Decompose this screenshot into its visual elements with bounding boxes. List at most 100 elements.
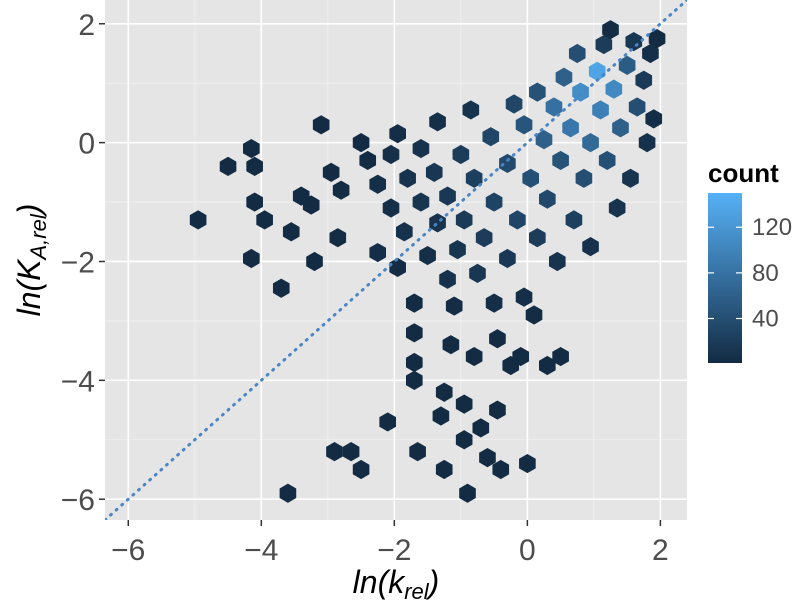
hexbin [605,79,623,99]
hexbin [306,251,323,272]
hexbin [469,263,486,283]
hexbin [485,192,503,212]
hexbin [512,346,530,367]
x-tick-label: −2 [377,534,411,567]
x-tick-label: −4 [244,534,278,567]
hexbin [539,355,556,376]
hexbin [455,210,473,230]
hexbin-layer [189,20,666,503]
hexbin [548,251,566,272]
x-tick-label: 2 [652,534,669,567]
hexbin [435,459,453,480]
hexbin [429,213,446,233]
hexbin [389,124,406,144]
hexbin [246,156,263,176]
hexbin [465,168,483,188]
hexbin [575,168,593,188]
hexbin [489,329,506,349]
hexbin [439,186,456,206]
hexbin [322,162,340,182]
hexbin [529,228,546,248]
hexbin [515,115,533,135]
y-tick-label: 2 [78,9,95,42]
hexbin [479,448,496,468]
hexbin [595,34,613,55]
hexbin [412,138,430,159]
x-tick-label: 0 [519,534,536,567]
hexbin [582,133,599,153]
hexbin [429,112,446,132]
hexbin [219,156,237,176]
hexbin [329,228,347,248]
hexbin [475,228,493,248]
hexbin [435,382,453,402]
hexbin [648,29,666,49]
hexbin [618,55,636,75]
hexbin [342,442,360,462]
hexbin [499,153,516,174]
hexbin [608,198,626,218]
hexbin [602,20,619,40]
hexbin [499,248,516,269]
hexbin [189,210,207,230]
hexbin [565,210,583,230]
hexbin [582,237,599,257]
hexbin [312,115,330,135]
hexbin [282,222,300,242]
x-tick-label: −6 [111,534,145,567]
hexbin [525,305,543,325]
hexbin [379,412,396,432]
hexbin [369,174,387,194]
hexbin [552,150,569,171]
legend-colorbar [708,193,742,363]
hexbin [628,97,646,117]
hexbin [612,118,629,138]
hexbin [572,82,589,102]
reference-line [105,0,687,520]
legend-tick-label: 40 [752,306,779,333]
hexbin [332,180,350,200]
y-tick-label: −4 [61,365,95,398]
hexbin [505,94,523,114]
y-axis-ticks: −6 −4 −2 0 2 [61,9,105,517]
hexbin [405,323,423,343]
hexbin [243,138,260,159]
hexbin [243,248,260,269]
hexbin [409,442,426,462]
legend: count 40 80 120 [708,158,792,363]
hexbin [405,293,423,313]
hexbin [405,370,423,390]
hexbin [442,335,460,355]
hexbin [462,100,480,120]
hexbin [405,352,423,373]
x-axis-ticks: −6 −4 −2 0 2 [111,520,669,567]
hexbin [449,240,466,260]
hexbin [568,43,586,64]
hexbin [465,346,483,367]
y-tick-label: 0 [78,128,95,161]
hexbin [425,162,443,182]
hexbin [482,127,500,147]
hexbin [382,144,400,165]
hexbin [485,293,503,313]
hexbin [545,97,563,117]
hexbin [369,242,387,263]
hexbin [352,459,370,480]
hexbin [492,459,510,480]
hexbin [246,192,263,212]
y-axis-title: ln(KA,rel) [11,204,51,317]
hexbin [326,442,343,462]
hexbin [535,130,553,150]
hexbin [645,109,663,129]
hexbin [519,453,536,474]
hexbin [509,210,526,230]
hexbin [588,61,606,81]
legend-ticks: 40 80 120 [708,214,792,333]
y-tick-label: −2 [61,246,95,279]
hexbin [555,67,573,87]
hexbin [472,418,490,438]
hexbin [279,483,297,503]
hexbin [412,192,430,212]
hexbin [459,483,476,503]
